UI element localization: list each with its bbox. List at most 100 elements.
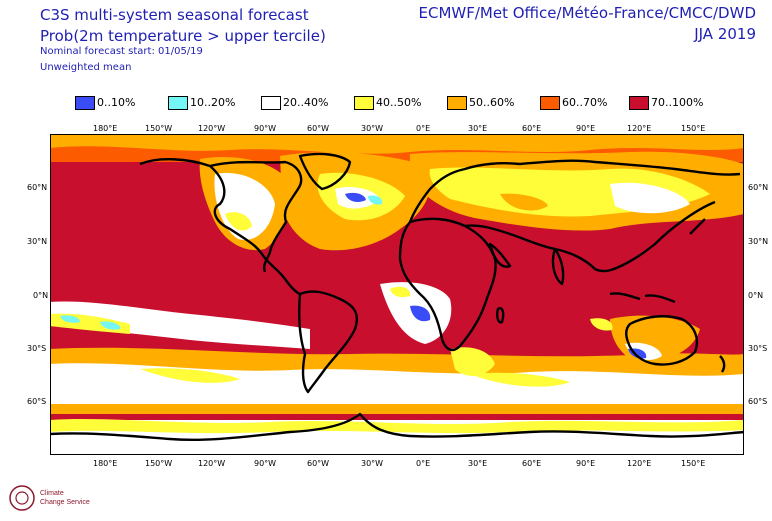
map-subtitle: Prob(2m temperature > upper tercile) (40, 27, 326, 45)
lon-label-bottom: 120°W (198, 459, 226, 468)
coast-antarctica (50, 412, 744, 442)
field-s-pacific-white (50, 301, 310, 349)
logo-circle-icon (9, 485, 35, 511)
legend-item-0-10: 0..10% (75, 96, 135, 110)
lon-label-top: 90°W (254, 124, 277, 133)
lon-label-bottom: 30°E (468, 459, 488, 468)
lon-label-top: 30°E (468, 124, 488, 133)
lon-label-bottom: 30°W (361, 459, 384, 468)
lon-label-bottom: 90°E (576, 459, 596, 468)
field-asia-orange (500, 193, 548, 211)
lon-label-top: 30°W (361, 124, 384, 133)
legend-label: 60..70% (562, 96, 608, 109)
coast-indonesia (609, 292, 641, 301)
legend-label: 50..60% (469, 96, 515, 109)
legend-label: 20..40% (283, 96, 329, 109)
c3s-logo: Climate Change Service (9, 485, 90, 511)
lat-label-right: 0°N (748, 291, 764, 300)
field-s-africa-yellow (450, 347, 495, 376)
lon-label-top: 60°E (522, 124, 542, 133)
legend-label: 10..20% (190, 96, 236, 109)
lon-label-top: 150°W (145, 124, 173, 133)
coast-madagascar (496, 307, 505, 324)
field-southern-yellow-2 (470, 372, 570, 387)
lat-label-left: 0°N (33, 291, 49, 300)
legend-swatch (261, 96, 281, 110)
lon-label-bottom: 0°E (416, 459, 431, 468)
coast-greenland (298, 152, 352, 191)
forecast-map (50, 134, 744, 455)
coast-japan (689, 218, 706, 235)
lon-label-bottom: 120°E (627, 459, 652, 468)
lon-label-bottom: 150°E (681, 459, 706, 468)
coast-n-america-east (209, 160, 303, 273)
centres-text: ECMWF/Met Office/Météo-France/CMCC/DWD (418, 4, 757, 22)
lat-label-left: 30°S (27, 344, 47, 353)
lat-label-right: 30°N (748, 237, 769, 246)
field-asia-white (610, 182, 690, 214)
legend-item-10-20: 10..20% (168, 96, 235, 110)
logo-inner-circle-icon (15, 491, 29, 505)
legend-item-70-100: 70..100% (629, 96, 703, 110)
lat-label-left: 60°N (27, 183, 48, 192)
field-n-america-white (214, 172, 275, 240)
legend-label: 0..10% (97, 96, 136, 109)
legend-item-40-50: 40..50% (354, 96, 421, 110)
field-atlantic-blue (410, 305, 431, 322)
field-southern-white (50, 363, 744, 404)
coast-australia (625, 315, 699, 366)
coast-new-guinea (644, 294, 676, 304)
field-southern-yellow (140, 368, 240, 383)
legend-swatch (447, 96, 467, 110)
field-n-america-yellow (225, 212, 252, 231)
legend-item-20-40: 20..40% (261, 96, 328, 110)
coastlines (50, 152, 744, 442)
map-title: C3S multi-system seasonal forecast (40, 6, 309, 24)
coast-eurasia-north (408, 159, 741, 223)
legend-item-50-60: 50..60% (447, 96, 514, 110)
legend-swatch (168, 96, 188, 110)
lon-label-top: 0°E (416, 124, 431, 133)
coast-n-america-west (139, 158, 301, 296)
coast-africa (398, 217, 497, 352)
field-atlantic-yellow (390, 286, 411, 298)
field-s-pacific-cyan (60, 315, 80, 323)
lat-label-left: 60°S (27, 397, 47, 406)
field-n-atlantic-cyan (368, 195, 383, 205)
field-indonesia-yellow (590, 318, 613, 331)
coast-arabia (488, 242, 512, 268)
lon-label-top: 60°W (307, 124, 330, 133)
forecast-start-text: Nominal forecast start: 01/05/19 (40, 46, 203, 57)
lon-label-top: 120°W (198, 124, 226, 133)
field-s-pacific-cyan-2 (100, 321, 121, 330)
lon-label-bottom: 60°E (522, 459, 542, 468)
field-arctic-orange (50, 134, 744, 154)
lon-label-bottom: 60°W (307, 459, 330, 468)
coast-new-zealand (719, 355, 726, 373)
lon-label-top: 90°E (576, 124, 596, 133)
lon-label-bottom: 150°W (145, 459, 173, 468)
field-n-atlantic-blue (345, 192, 366, 202)
legend-swatch (354, 96, 374, 110)
lat-label-right: 60°S (748, 397, 768, 406)
map-frame (50, 134, 744, 455)
lon-label-top: 150°E (681, 124, 706, 133)
legend-label: 40..50% (376, 96, 422, 109)
season-text: JJA 2019 (694, 25, 756, 43)
lat-label-right: 30°S (748, 344, 768, 353)
lon-label-top: 120°E (627, 124, 652, 133)
field-antarctic-yellow (50, 419, 744, 434)
legend-swatch (540, 96, 560, 110)
mean-type-text: Unweighted mean (40, 62, 132, 73)
lon-label-top: 180°E (93, 124, 118, 133)
coast-s-america (298, 290, 359, 394)
lon-label-bottom: 180°E (93, 459, 118, 468)
legend-item-60-70: 60..70% (540, 96, 607, 110)
logo-text-line1: Climate (40, 490, 64, 497)
logo-text-line2: Change Service (40, 499, 90, 506)
coast-india (551, 247, 565, 286)
legend-label: 70..100% (651, 96, 704, 109)
legend-swatch (629, 96, 649, 110)
lon-label-bottom: 90°W (254, 459, 277, 468)
legend-swatch (75, 96, 95, 110)
